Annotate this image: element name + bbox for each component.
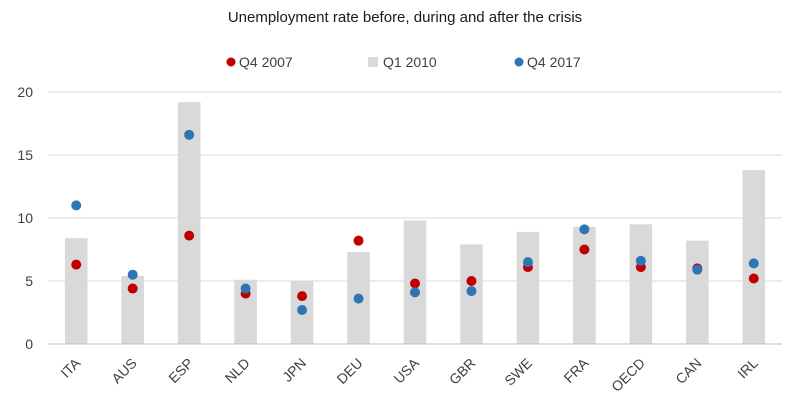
y-tick-label: 0 (25, 336, 33, 352)
bar-swe (516, 231, 540, 344)
bar-nld (234, 279, 257, 344)
dot-q4-2017-swe (522, 257, 533, 268)
dot-q4-2017-ita (71, 200, 82, 211)
dot-q4-2017-esp (184, 129, 195, 140)
y-tick-label: 15 (17, 147, 33, 163)
bar-can (686, 240, 709, 344)
x-tick-label: SWE (501, 355, 535, 389)
y-axis: 0 5 10 15 20 (17, 84, 33, 352)
bar-ita (64, 238, 88, 344)
x-tick-label: AUS (108, 355, 140, 387)
legend-label-q4-2017: Q4 2017 (527, 54, 581, 70)
dot-q4-2007-aus (127, 283, 138, 294)
dot-q4-2017-usa (410, 287, 420, 298)
dot-q4-2007-usa (410, 278, 420, 289)
y-tick-label: 10 (17, 210, 33, 226)
dot-q4-2007-fra (579, 244, 590, 255)
dot-q4-2007-ita (71, 259, 82, 270)
legend-marker-q4-2007 (226, 57, 236, 67)
dots (71, 129, 759, 315)
dot-q4-2017-fra (579, 224, 590, 235)
bar-irl (742, 170, 766, 344)
dot-q4-2017-nld (240, 283, 251, 294)
legend-label-q1-2010: Q1 2010 (383, 54, 437, 70)
bar-esp (177, 102, 201, 344)
legend-item-q4-2017: Q4 2017 (514, 54, 581, 70)
chart-title: Unemployment rate before, during and aft… (228, 9, 582, 26)
x-tick-label: ESP (165, 355, 196, 386)
bars-q1-2010 (64, 102, 766, 344)
bar-aus (121, 275, 144, 344)
dot-q4-2007-jpn (297, 291, 308, 302)
bar-oecd (629, 224, 653, 344)
x-axis: ITA AUS ESP NLD JPN DEU USA GBR SWE FRA OECD CAN IRL (57, 354, 761, 394)
dot-q4-2007-esp (184, 230, 195, 241)
legend-item-q4-2007: Q4 2007 (226, 54, 293, 70)
x-tick-label: OECD (608, 355, 648, 395)
dot-q4-2007-deu (353, 235, 364, 246)
x-tick-label: NLD (222, 355, 253, 386)
y-tick-label: 5 (25, 273, 33, 289)
legend-label-q4-2007: Q4 2007 (239, 54, 293, 70)
legend-marker-q1-2010 (368, 57, 378, 67)
x-tick-label: DEU (333, 355, 365, 387)
x-tick-label: ITA (57, 354, 83, 380)
legend-item-q1-2010: Q1 2010 (368, 54, 437, 70)
x-tick-label: GBR (446, 355, 479, 388)
x-tick-label: IRL (734, 355, 761, 382)
dot-q4-2017-jpn (297, 304, 308, 315)
legend: Q4 2007 Q1 2010 Q4 2017 (226, 54, 581, 70)
dot-q4-2017-deu (353, 293, 364, 304)
dot-q4-2007-irl (748, 273, 759, 284)
dot-q4-2017-irl (748, 258, 759, 269)
dot-q4-2017-can (692, 264, 703, 275)
bar-fra (573, 226, 596, 344)
dot-q4-2007-gbr (466, 276, 477, 286)
x-tick-label: USA (390, 354, 422, 386)
x-tick-label: FRA (560, 354, 592, 386)
y-tick-label: 20 (17, 84, 33, 100)
dot-q4-2017-oecd (635, 255, 646, 266)
x-tick-label: CAN (672, 355, 704, 387)
dot-q4-2017-gbr (466, 286, 477, 297)
legend-marker-q4-2017 (514, 57, 524, 67)
dot-q4-2017-aus (127, 269, 138, 280)
x-tick-label: JPN (279, 355, 309, 385)
